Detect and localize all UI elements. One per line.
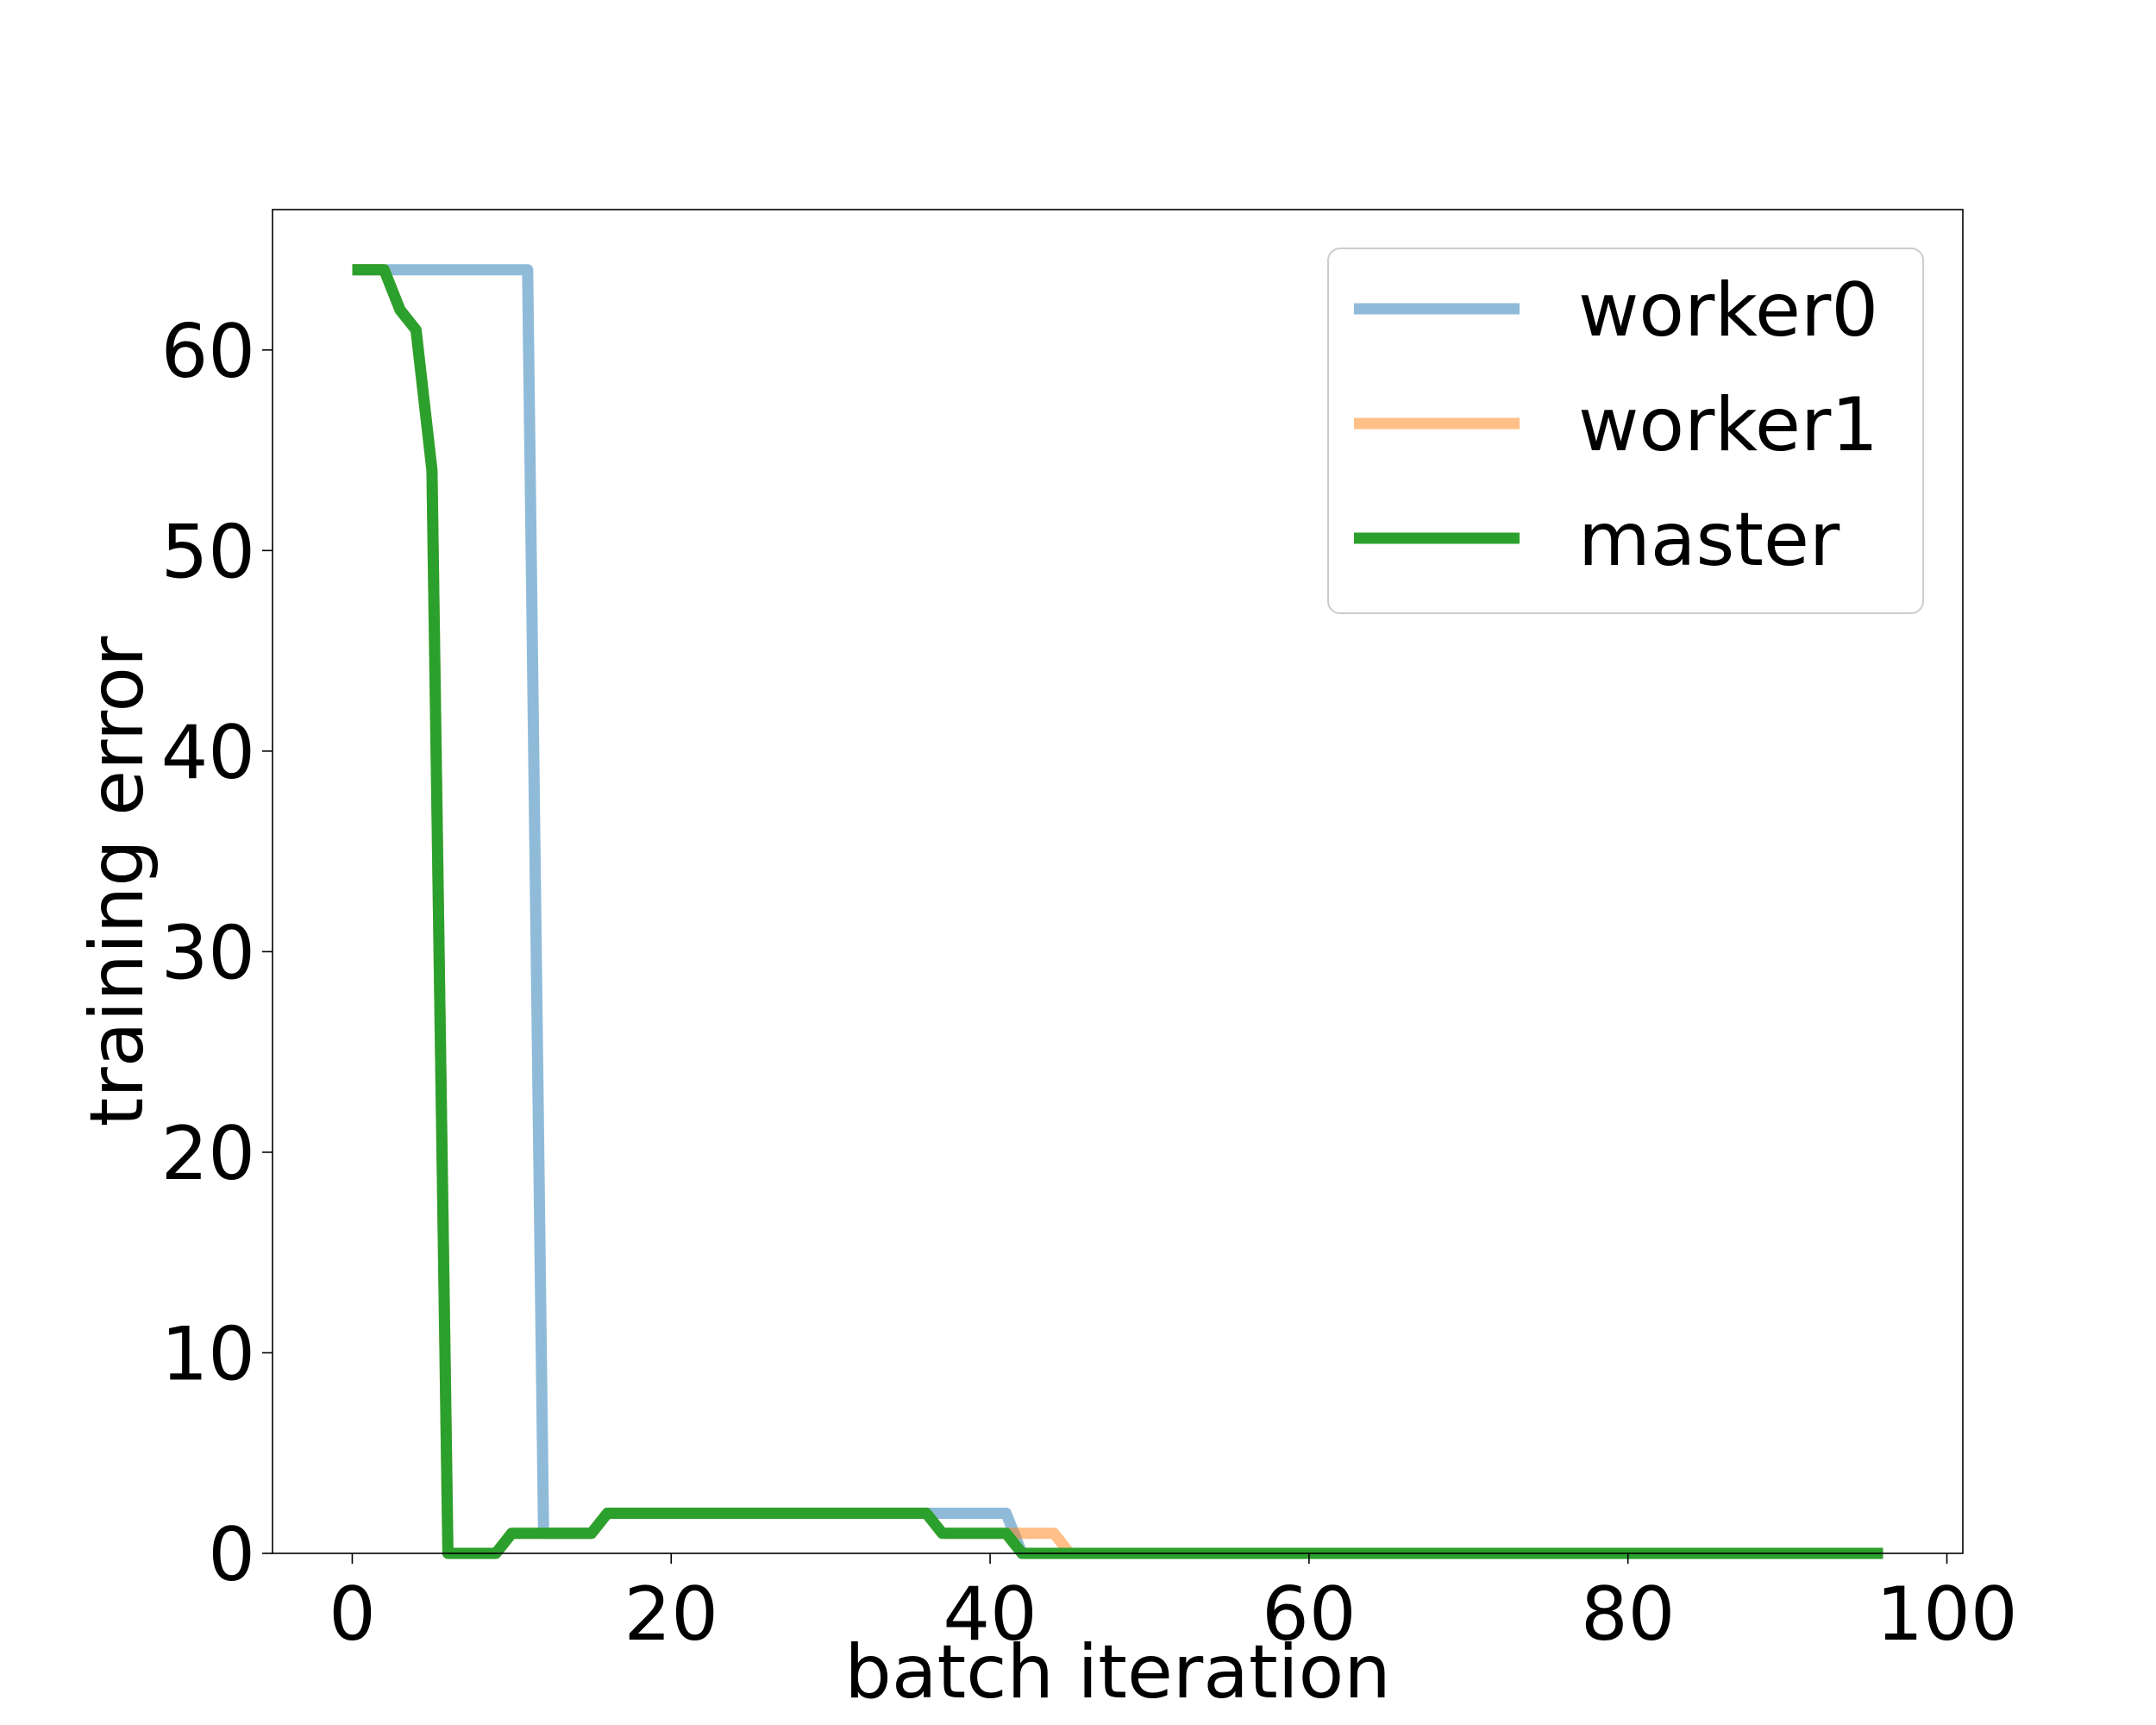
legend: worker0 worker1 master: [1327, 248, 1924, 614]
y-axis-label: training error: [74, 636, 160, 1126]
x-tick-label: 100: [1876, 1571, 2017, 1658]
plot-frame: [272, 209, 1964, 1554]
legend-box: [1327, 248, 1924, 614]
legend-label-master: master: [1578, 497, 1840, 583]
legend-label-worker0: worker0: [1578, 267, 1878, 354]
y-tick-label: 30: [161, 910, 255, 996]
x-axis-label: batch iteration: [844, 1629, 1390, 1716]
series-line-master: [352, 264, 1883, 1559]
axes-layer: 0 20 40 60 80 100 0 10 20 30 40 50 60: [161, 309, 2018, 1658]
series-layer: [352, 264, 1883, 1559]
x-tick-label: 20: [624, 1571, 718, 1658]
x-tick-label: 60: [1262, 1571, 1356, 1658]
y-tick-label: 60: [161, 309, 255, 395]
x-tick-label: 80: [1581, 1571, 1675, 1658]
x-tick-label: 40: [943, 1571, 1037, 1658]
y-tick-label: 20: [161, 1111, 255, 1197]
y-tick-label: 50: [161, 509, 255, 595]
y-tick-label: 10: [161, 1311, 255, 1397]
x-tick-label: 0: [329, 1571, 376, 1658]
y-tick-label: 0: [208, 1512, 255, 1598]
legend-label-worker1: worker1: [1578, 382, 1878, 468]
y-tick-label: 40: [161, 710, 255, 796]
